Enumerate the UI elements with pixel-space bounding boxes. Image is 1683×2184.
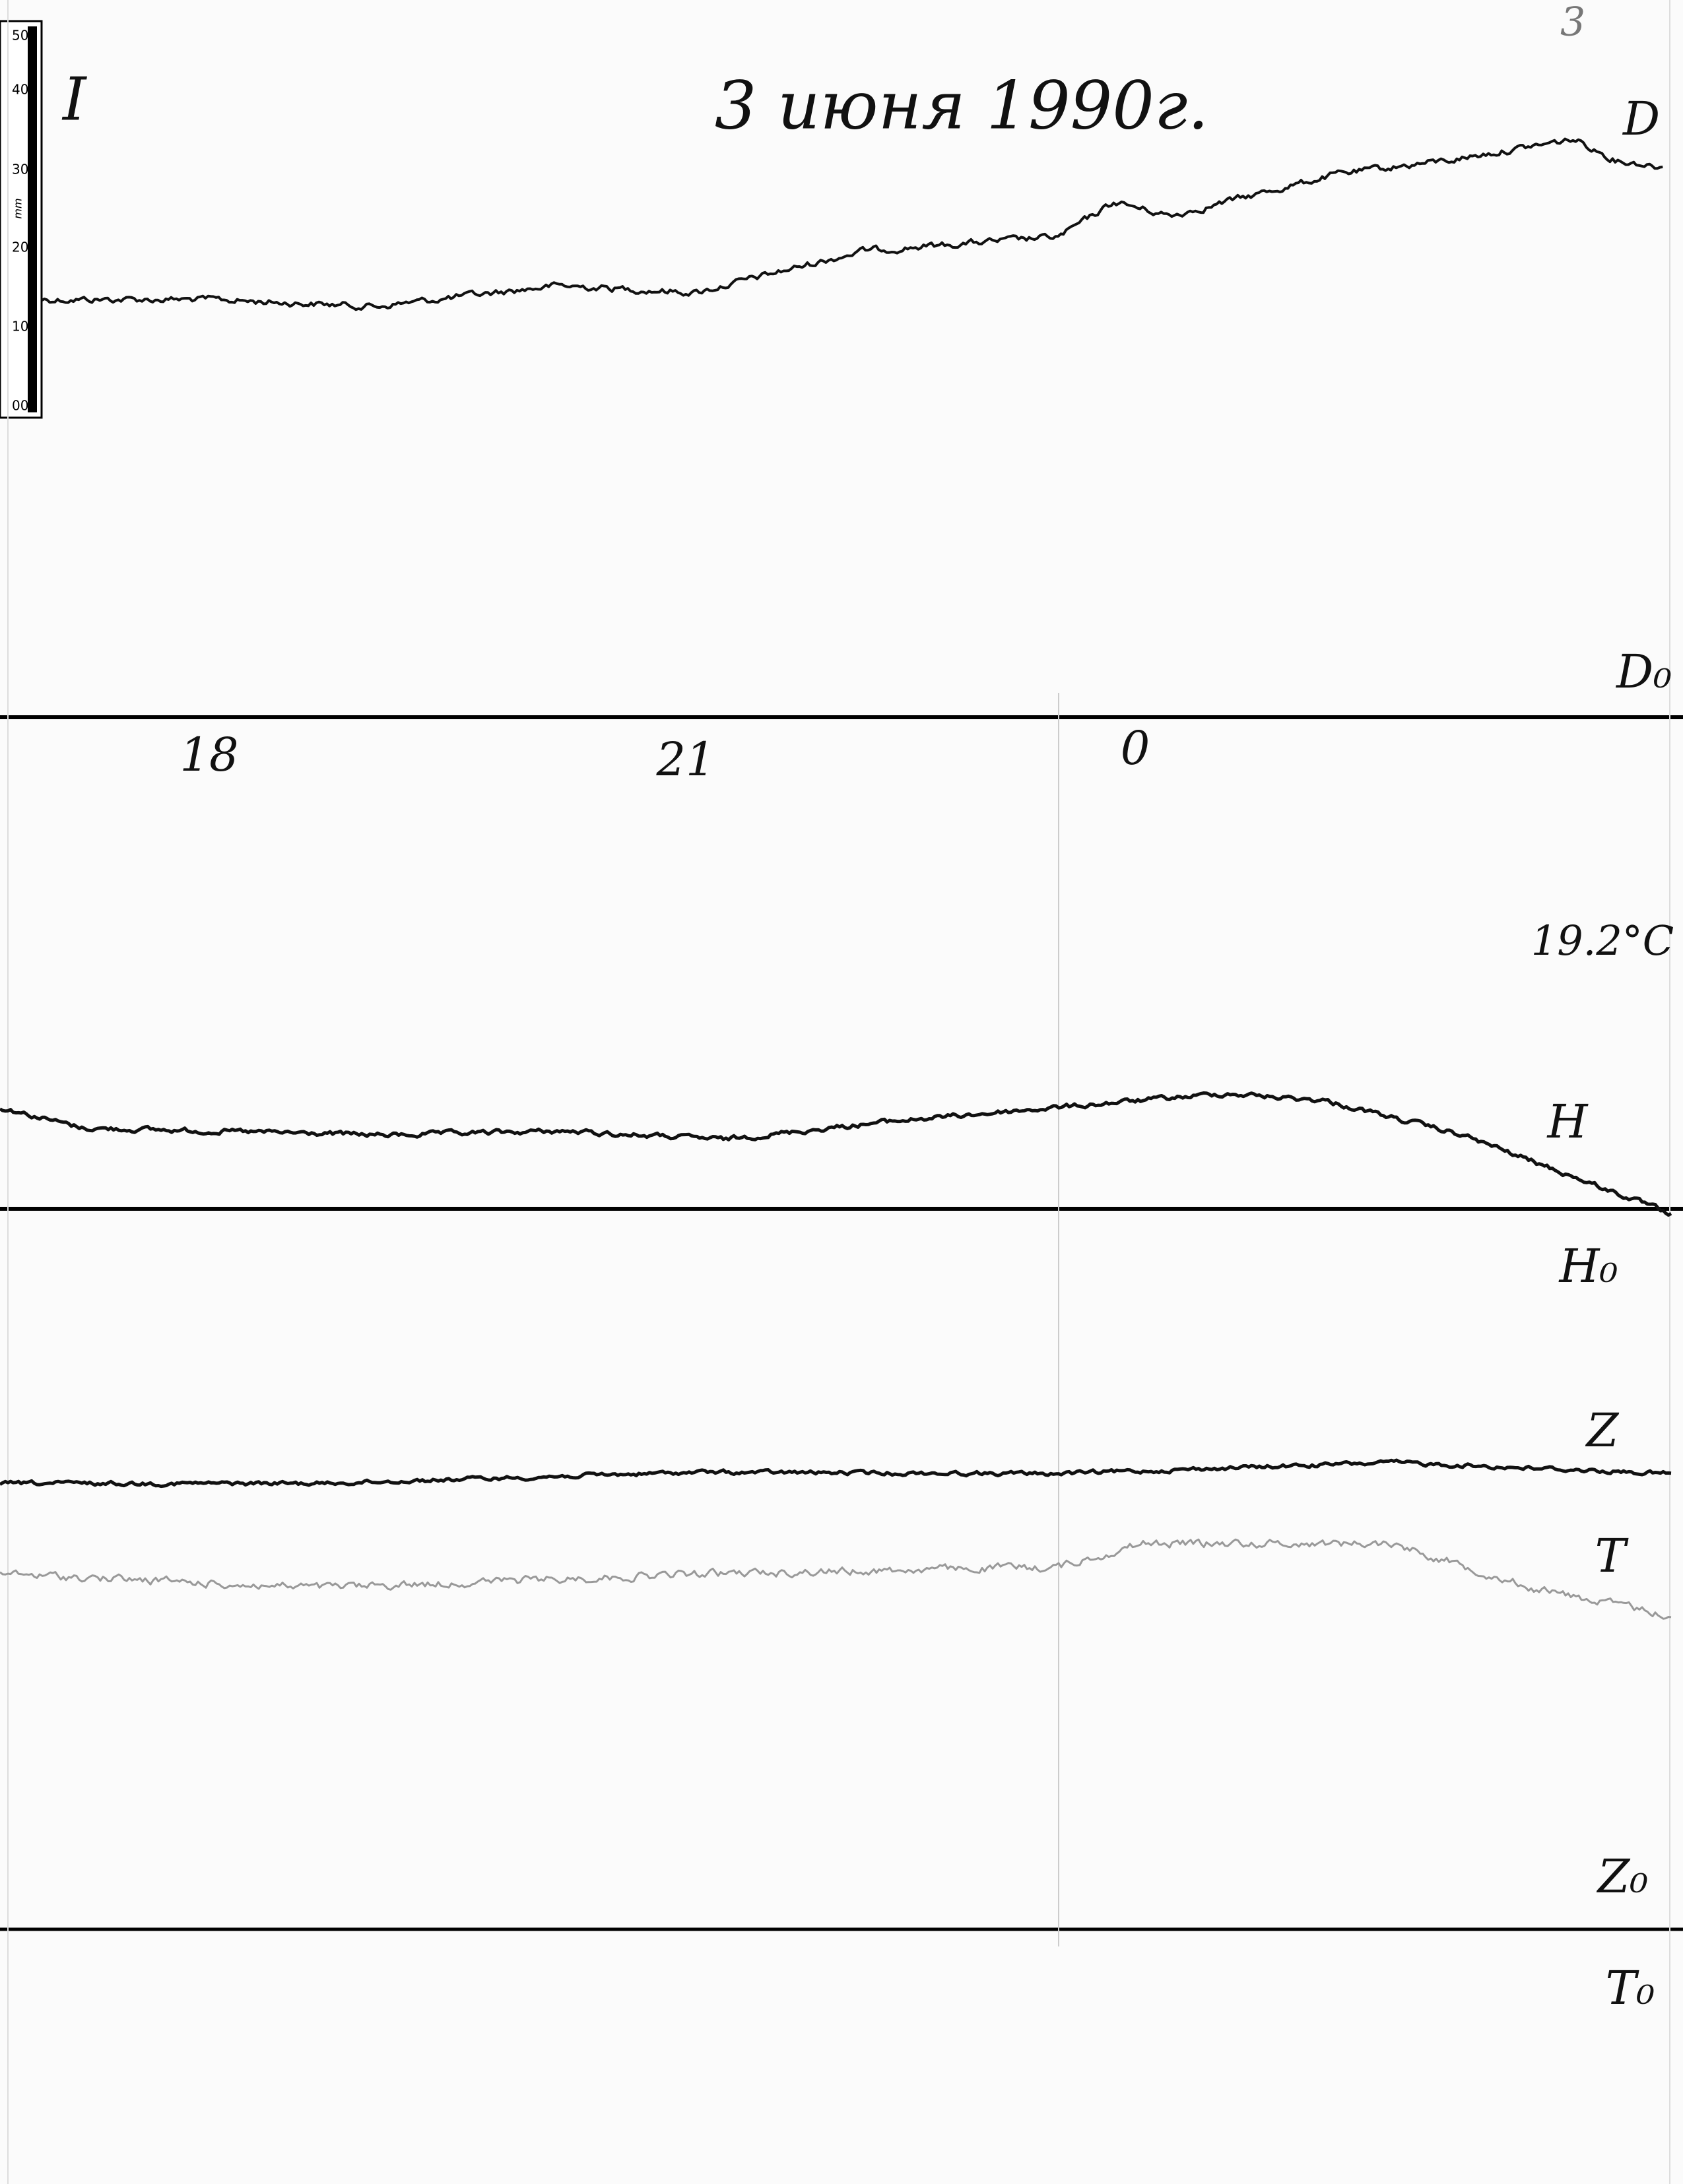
trace-h	[0, 1091, 1672, 1217]
trace-t	[0, 1538, 1672, 1620]
ruler-label: 40	[12, 82, 28, 98]
trace-label: D	[1622, 92, 1660, 146]
baseline-label: H₀	[1558, 1239, 1618, 1293]
ruler: 50 40 30 20 10 00 mm	[0, 20, 43, 419]
ruler-label: 00	[12, 398, 28, 414]
trace-z	[0, 1458, 1672, 1489]
ruler-unit: mm	[12, 198, 24, 218]
ruler-label: 30	[12, 162, 28, 177]
trace-label: T	[1595, 1529, 1629, 1583]
hour-label: 0	[1121, 721, 1150, 775]
temperature-label: 19.2°C	[1531, 916, 1674, 965]
ruler-label: 20	[12, 240, 28, 255]
baseline-label: Z₀	[1597, 1849, 1649, 1904]
ruler-label: 50	[12, 28, 28, 44]
baseline-label: D₀	[1615, 645, 1672, 699]
trace-label: Z	[1585, 1403, 1620, 1458]
trace-label: H	[1546, 1095, 1589, 1149]
ruler-scale	[28, 26, 37, 412]
trace-d	[41, 137, 1663, 311]
baseline-label: T₀	[1606, 1961, 1655, 2015]
title: 3 июня 1990г.	[715, 67, 1209, 145]
traces	[0, 137, 1672, 1620]
ruler-label: 10	[12, 319, 28, 335]
hour-label: 21	[655, 732, 715, 787]
hour-label: 18	[180, 728, 238, 782]
page-number: 3	[1560, 0, 1585, 46]
sheet-number: I	[61, 65, 87, 134]
